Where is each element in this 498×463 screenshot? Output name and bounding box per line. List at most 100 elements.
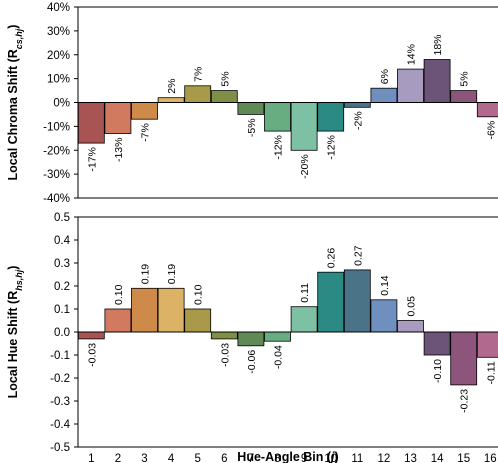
data-label: -17% xyxy=(86,147,98,172)
data-label: -5% xyxy=(246,118,258,137)
bar-15 xyxy=(450,90,478,103)
panel-1: -40% -30% -20% -10% 0% 10% 20% 30% 40% -17% -13% -7… xyxy=(6,2,498,205)
bar-8 xyxy=(264,331,291,342)
x-tick-label: 13 xyxy=(404,453,417,463)
y-tick-label: -40% xyxy=(43,193,70,205)
y-tick-label: -20% xyxy=(43,145,70,157)
data-label: -2% xyxy=(352,111,364,130)
bar-6 xyxy=(210,331,238,340)
bar-12 xyxy=(370,87,398,103)
data-label: -12% xyxy=(326,135,338,160)
x-tick-label: 5 xyxy=(194,453,200,463)
bar-2 xyxy=(104,102,132,134)
data-label: 0.27 xyxy=(352,245,364,266)
bar-9 xyxy=(290,102,318,151)
bar-12 xyxy=(370,299,398,333)
panel-2: -0.5 -0.4 -0.3 -0.2 -0.1 0.0 0.1 0.2 0.3 0.4 0.5 -0… xyxy=(6,212,498,463)
data-label: -13% xyxy=(113,138,125,163)
data-label: 5% xyxy=(219,71,231,86)
y-axis-title: Local Hue Shift (Rhs,hj) xyxy=(6,266,24,399)
data-label: -7% xyxy=(140,123,152,142)
y-tick-label: 0.0 xyxy=(54,327,70,339)
x-tick-label: 8 xyxy=(274,453,280,463)
y-tick-label: -0.2 xyxy=(50,373,70,385)
data-label: 0.26 xyxy=(326,248,338,269)
bar-13 xyxy=(397,320,424,333)
x-tick-label: 9 xyxy=(301,453,307,463)
data-label: 0.11 xyxy=(299,283,311,303)
bar-5 xyxy=(184,85,212,103)
x-tick-label: 10 xyxy=(324,453,337,463)
data-label: 0.14 xyxy=(379,275,391,296)
x-tick-label: 11 xyxy=(351,453,363,463)
x-tick-label: 7 xyxy=(248,453,254,463)
bar-4 xyxy=(157,97,185,103)
bar-5 xyxy=(184,308,212,333)
y-tick-label: 30% xyxy=(47,26,70,38)
y-tick-label: 0.1 xyxy=(54,304,70,316)
data-label: -12% xyxy=(273,135,285,160)
bar-16 xyxy=(476,102,498,118)
data-label: 0.05 xyxy=(406,296,418,317)
data-label: -6% xyxy=(485,121,497,140)
data-label: -0.04 xyxy=(273,345,285,369)
bar-1 xyxy=(77,102,105,144)
x-tick-label: 1 xyxy=(88,453,94,463)
data-label: -0.11 xyxy=(485,361,497,384)
bar-7 xyxy=(237,102,265,115)
bar-1 xyxy=(77,331,105,340)
data-label: -20% xyxy=(299,154,311,179)
bar-9 xyxy=(290,306,318,333)
data-label: 7% xyxy=(193,67,205,82)
bar-4 xyxy=(157,287,185,333)
y-tick-label: 0.5 xyxy=(54,212,70,224)
y-axis-title: Local Chroma Shift (Rcs,hj) xyxy=(6,25,24,181)
data-label: -0.10 xyxy=(432,359,444,383)
data-label: 6% xyxy=(379,69,391,84)
data-label: 0.19 xyxy=(166,264,178,285)
x-tick-label: 15 xyxy=(457,453,470,463)
bar-10 xyxy=(317,102,345,132)
bar-3 xyxy=(131,102,158,120)
data-label: 0.10 xyxy=(193,284,205,305)
y-tick-label: 20% xyxy=(47,50,70,62)
y-tick-label: 0% xyxy=(53,98,70,110)
x-tick-label: 3 xyxy=(141,453,147,463)
x-tick-label: 12 xyxy=(378,453,391,463)
data-label: -0.03 xyxy=(86,343,98,367)
bar-10 xyxy=(317,271,345,333)
x-tick-label: 16 xyxy=(484,453,497,463)
x-tick-label: 4 xyxy=(168,453,175,463)
data-label: -0.03 xyxy=(219,343,231,367)
data-label: 18% xyxy=(432,34,444,55)
data-label: -0.06 xyxy=(246,350,258,374)
y-tick-label: -30% xyxy=(43,169,70,181)
data-label: 0.10 xyxy=(113,284,125,305)
y-tick-label: -0.4 xyxy=(50,419,70,431)
bar-16 xyxy=(476,331,498,358)
bar-6 xyxy=(210,90,238,103)
x-tick-label: 14 xyxy=(431,453,444,463)
bar-11 xyxy=(343,269,371,333)
data-label: 2% xyxy=(166,79,178,94)
y-tick-label: -0.3 xyxy=(50,396,70,408)
bar-15 xyxy=(450,331,478,386)
bar-11 xyxy=(343,102,371,108)
y-tick-label: 0.4 xyxy=(54,235,71,247)
data-label: 0.19 xyxy=(140,264,152,285)
bar-14 xyxy=(423,331,451,356)
y-tick-label: -0.1 xyxy=(50,350,70,362)
data-label: -0.23 xyxy=(459,389,471,413)
bar-3 xyxy=(131,287,158,333)
bar-8 xyxy=(264,102,291,132)
bar-14 xyxy=(423,59,451,103)
x-tick-label: 2 xyxy=(115,453,121,463)
x-tick-label: 6 xyxy=(221,453,227,463)
x-axis-title: Hue-Angle Bin (j) xyxy=(237,450,338,463)
y-tick-label: 40% xyxy=(47,2,70,14)
y-tick-label: -0.5 xyxy=(50,442,70,454)
y-tick-label: 0.2 xyxy=(54,281,70,293)
bar-2 xyxy=(104,308,132,333)
y-tick-label: 10% xyxy=(47,74,70,86)
